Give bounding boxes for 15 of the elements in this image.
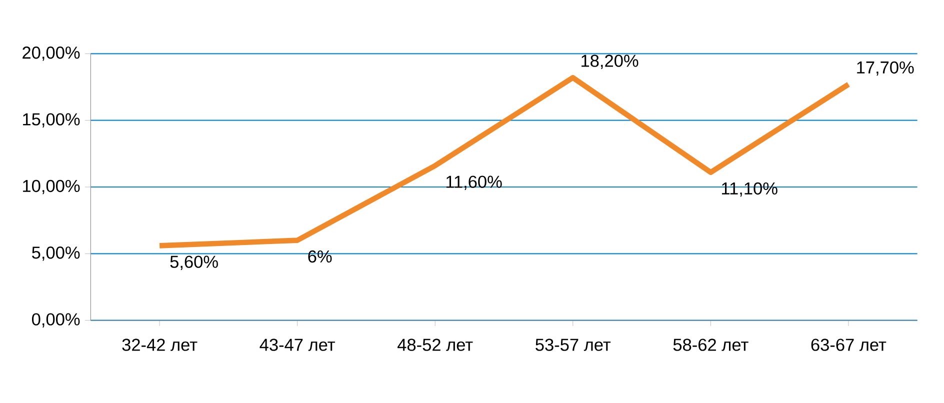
- y-tick-label: 20,00%: [22, 46, 80, 61]
- data-label: 5,60%: [170, 256, 218, 270]
- x-tick-label: 63-67 лет: [811, 338, 886, 351]
- data-label: 18,20%: [582, 54, 638, 69]
- x-tick-label: 32-42 лет: [122, 338, 198, 351]
- y-tick-label: 0,00%: [32, 313, 80, 328]
- y-tick-label: 10,00%: [23, 180, 80, 194]
- x-tick-label: 43-47 лет: [260, 338, 336, 351]
- x-tick-label: 58-62 лет: [673, 338, 748, 351]
- data-label: 6%: [308, 250, 332, 263]
- y-tick-label: 15,00%: [23, 113, 80, 128]
- y-tick-label: 5,00%: [32, 246, 80, 261]
- x-tick-label: 48-52 лет: [398, 338, 473, 351]
- data-label: 17,70%: [857, 61, 914, 76]
- x-tick-label: 53-57 лет: [536, 338, 611, 351]
